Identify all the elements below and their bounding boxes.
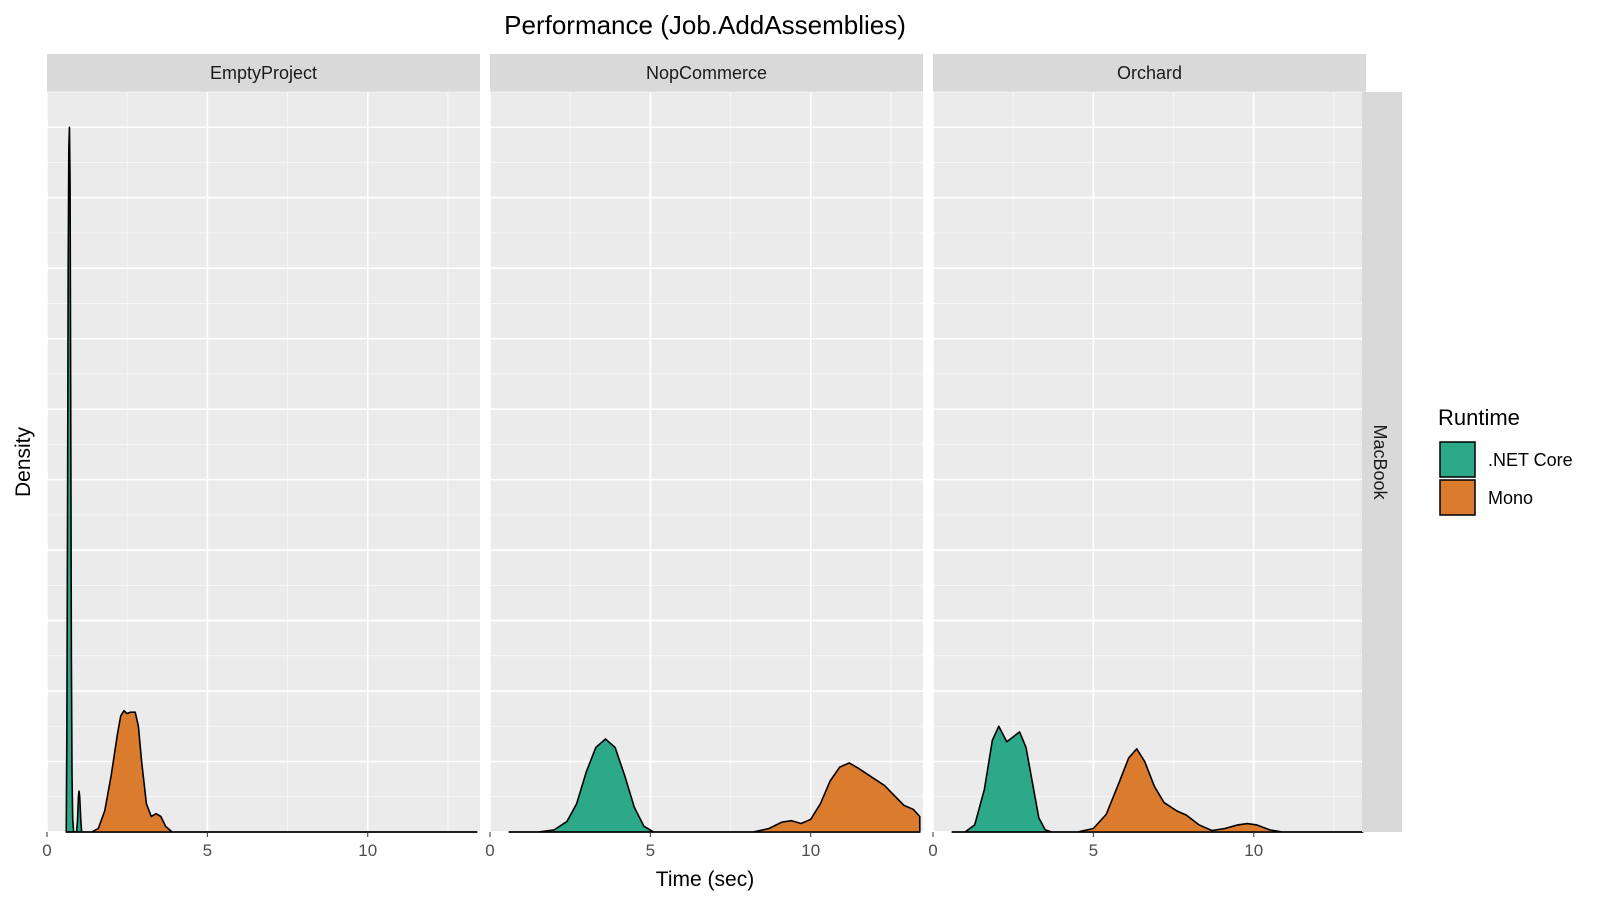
legend-label-mono: Mono xyxy=(1488,488,1533,508)
legend: Runtime .NET Core Mono xyxy=(1438,405,1573,516)
facet-strip-label: EmptyProject xyxy=(210,63,317,83)
facet-strip-background xyxy=(933,54,1366,92)
x-tick-label: 5 xyxy=(646,841,655,860)
x-tick-label: 10 xyxy=(358,841,377,860)
x-tick-label: 10 xyxy=(1244,841,1263,860)
legend-label-netcore: .NET Core xyxy=(1488,450,1573,470)
facet-strip-background xyxy=(490,54,923,92)
facet-strip-label: NopCommerce xyxy=(646,63,767,83)
facet-panel-nopcommerce: NopCommerce 0 5 10 xyxy=(485,54,923,860)
facet-panel-orchard: Orchard 0 5 10 xyxy=(928,54,1366,860)
facet-row-strip-label: MacBook xyxy=(1370,424,1390,500)
legend-key-mono xyxy=(1439,479,1476,516)
facet-row-strip: MacBook xyxy=(1362,92,1402,832)
facet-row-strip-background xyxy=(1362,92,1402,832)
density-area-net-core xyxy=(65,126,478,833)
x-tick-label: 5 xyxy=(1089,841,1098,860)
density-area-net-core xyxy=(508,738,921,833)
facet-strip-background xyxy=(47,54,480,92)
x-tick-label: 0 xyxy=(485,841,494,860)
panel-background xyxy=(490,92,923,832)
density-area-net-core xyxy=(951,725,1364,833)
chart-title: Performance (Job.AddAssemblies) xyxy=(504,10,906,40)
panel-background xyxy=(47,92,480,832)
legend-title: Runtime xyxy=(1438,405,1520,430)
x-tick-label: 5 xyxy=(203,841,212,860)
x-axis-title: Time (sec) xyxy=(656,868,754,891)
x-tick-label: 0 xyxy=(928,841,937,860)
legend-key-netcore xyxy=(1439,441,1476,478)
panel-background xyxy=(933,92,1366,832)
density-area-mono xyxy=(65,709,478,833)
x-tick-label: 0 xyxy=(42,841,51,860)
facet-panels: EmptyProject 0 5 10 NopCommerce 0 5 10 Orchard 0 5… xyxy=(42,54,1366,860)
facet-strip-label: Orchard xyxy=(1117,63,1182,83)
density-area-mono xyxy=(951,748,1364,833)
y-axis-title: Density xyxy=(12,426,35,497)
facet-panel-emptyproject: EmptyProject 0 5 10 xyxy=(42,54,480,860)
density-area-mono xyxy=(508,762,921,833)
x-tick-label: 10 xyxy=(801,841,820,860)
